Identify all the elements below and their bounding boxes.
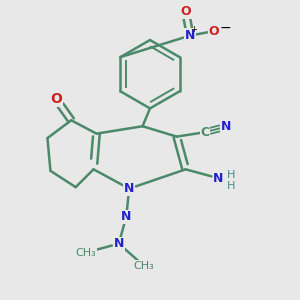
Text: −: − — [219, 20, 231, 34]
Text: N: N — [124, 182, 134, 195]
Text: N: N — [213, 172, 224, 185]
Text: +: + — [190, 25, 197, 34]
Text: CH₃: CH₃ — [134, 261, 154, 271]
Text: N: N — [185, 29, 195, 42]
Text: O: O — [50, 92, 62, 106]
Text: H: H — [227, 170, 235, 180]
Text: O: O — [208, 25, 219, 38]
Text: H: H — [227, 181, 235, 191]
Text: C: C — [200, 126, 209, 139]
Text: N: N — [114, 237, 124, 250]
Text: N: N — [121, 210, 131, 224]
Text: O: O — [180, 5, 191, 18]
Text: N: N — [220, 120, 231, 133]
Text: CH₃: CH₃ — [76, 248, 97, 257]
